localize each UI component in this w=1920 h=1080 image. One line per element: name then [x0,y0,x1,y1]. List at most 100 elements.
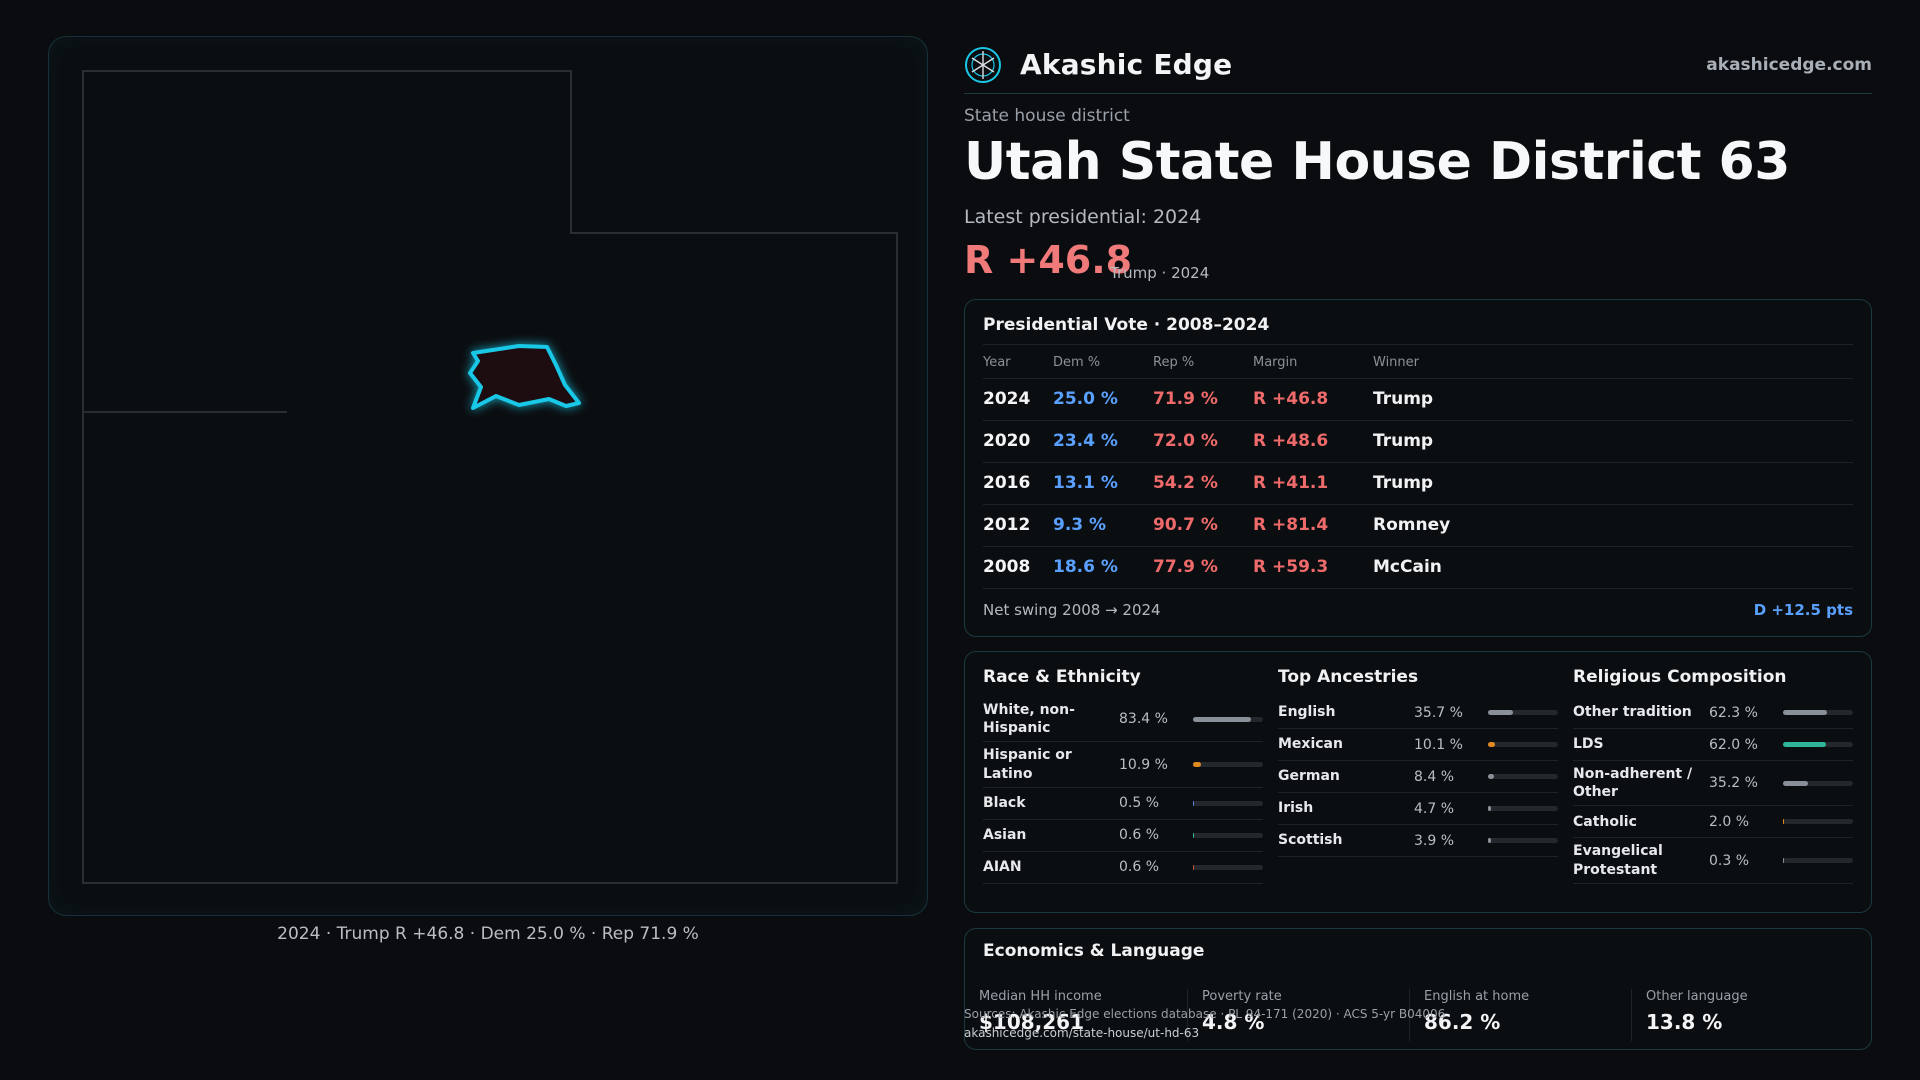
religion-section: Religious Composition Other tradition 62.… [1573,667,1853,884]
religion-bar-fill [1783,819,1785,825]
ancestry-row: Scottish 3.9 % [1278,825,1558,857]
religion-bar-fill [1783,858,1785,864]
brand-name: Akashic Edge [1020,48,1233,81]
race-bar-fill [1193,800,1195,806]
net-swing-value: D +12.5 pts [1753,601,1853,619]
latest-margin: R +46.8 [964,238,1133,282]
race-bar [1193,864,1263,870]
race-label: White, non-Hispanic [983,702,1075,737]
religion-bar [1783,710,1853,715]
cell-margin: R +59.3 [1253,546,1373,589]
race-bar-fill [1193,864,1195,870]
religion-value: 0.3 % [1709,852,1750,869]
cell-margin: R +41.1 [1253,462,1373,505]
cell-rep: 71.9 % [1153,378,1253,421]
stat-label: Other language [1646,989,1748,1004]
stat-value: 13.8 % [1646,1010,1723,1034]
sources-text: Sources: Akashic Edge elections database… [964,1007,1446,1021]
religion-row: LDS 62.0 % [1573,729,1853,761]
cell-margin: R +48.6 [1253,420,1373,463]
stat-other-language: Other language 13.8 % [1631,989,1851,1041]
brand-url-link[interactable]: akashicedge.com [1706,54,1872,75]
cell-dem: 9.3 % [1053,504,1153,547]
race-ethnicity-title: Race & Ethnicity [983,667,1141,687]
religion-bar [1783,858,1853,864]
stat-value: 4.8 % [1202,1010,1265,1034]
brand-header: Akashic Edge akashicedge.com [964,36,1872,94]
race-row: Asian 0.6 % [983,820,1263,852]
cell-winner: Trump [1373,420,1853,463]
race-ethnicity-section: Race & Ethnicity White, non-Hispanic 83.4… [983,667,1263,884]
ancestry-row: English 35.7 % [1278,697,1558,729]
presidential-vote-card: Presidential Vote · 2008–2024 Year Dem %… [964,299,1872,637]
sources-footer: Sources: Akashic Edge elections database… [964,1005,1445,1043]
cell-dem: 18.6 % [1053,546,1153,589]
cell-rep: 54.2 % [1153,462,1253,505]
cell-rep: 90.7 % [1153,504,1253,547]
demographics-card: Race & Ethnicity White, non-Hispanic 83.4… [964,651,1872,913]
ancestry-label: Mexican [1278,736,1343,753]
race-bar-fill [1193,716,1252,722]
presidential-vote-title: Presidential Vote · 2008–2024 [983,315,1270,335]
cell-margin: R +46.8 [1253,378,1373,421]
race-bar [1193,832,1263,838]
religion-label: LDS [1573,736,1604,753]
table-row: 2024 25.0 % 71.9 % R +46.8 Trump [983,378,1853,421]
cell-year: 2020 [983,420,1053,463]
stat-value: 86.2 % [1424,1010,1501,1034]
ancestry-value: 10.1 % [1414,736,1463,753]
religion-bar-fill [1783,742,1827,747]
district-shape[interactable] [468,344,581,410]
race-row: Black 0.5 % [983,788,1263,820]
page-url-link[interactable]: akashicedge.com/state-house/ut-hd-63 [964,1026,1200,1041]
ancestry-row: German 8.4 % [1278,761,1558,793]
table-row: 2016 13.1 % 54.2 % R +41.1 Trump [983,462,1853,505]
cell-dem: 13.1 % [1053,462,1153,505]
religion-bar [1783,819,1853,825]
ancestry-bar [1488,710,1558,715]
stat-english-at-home: English at home 86.2 % [1409,989,1629,1041]
religion-label: Non-adherent / Other [1573,766,1693,801]
ancestry-bar-fill [1488,774,1494,779]
table-row: 2020 23.4 % 72.0 % R +48.6 Trump [983,420,1853,463]
race-label: AIAN [983,859,1022,876]
race-value: 10.9 % [1119,756,1168,773]
religion-row: Evangelical Protestant 0.3 % [1573,838,1853,884]
stat-poverty-rate: Poverty rate 4.8 % [1187,989,1407,1041]
ancestry-bar-fill [1488,838,1491,843]
cell-rep: 77.9 % [1153,546,1253,589]
stat-value: $108,261 [979,1010,1085,1034]
race-value: 0.6 % [1119,827,1160,844]
cell-year: 2008 [983,546,1053,589]
ancestry-label: German [1278,768,1340,785]
divider [983,344,1853,345]
ancestry-bar [1488,742,1558,747]
ancestry-bar-fill [1488,806,1492,811]
column-header-winner: Winner [1373,348,1853,379]
race-value: 0.6 % [1119,859,1160,876]
table-header-row: Year Dem % Rep % Margin Winner [983,348,1853,379]
race-bar [1193,762,1263,768]
religion-row: Non-adherent / Other 35.2 % [1573,761,1853,807]
cell-winner: McCain [1373,546,1853,589]
ancestries-section: Top Ancestries English 35.7 % Mexican 10.1 … [1278,667,1558,857]
race-bar-fill [1193,762,1201,768]
stat-median-income: Median HH income $108,261 [965,989,1185,1041]
cell-winner: Trump [1373,378,1853,421]
cell-year: 2024 [983,378,1053,421]
race-label: Asian [983,827,1027,844]
ancestry-bar [1488,806,1558,811]
ancestry-label: Scottish [1278,832,1343,849]
ancestry-row: Irish 4.7 % [1278,793,1558,825]
race-value: 0.5 % [1119,795,1160,812]
religion-title: Religious Composition [1573,667,1787,687]
ancestry-bar [1488,774,1558,779]
religion-bar [1783,742,1853,747]
cell-dem: 23.4 % [1053,420,1153,463]
economics-title: Economics & Language [983,941,1205,961]
race-row: Hispanic or Latino 10.9 % [983,742,1263,788]
state-outline [82,70,898,884]
page-title: Utah State House District 63 [964,132,1790,192]
district-map[interactable] [48,36,928,916]
ancestry-label: Irish [1278,800,1314,817]
